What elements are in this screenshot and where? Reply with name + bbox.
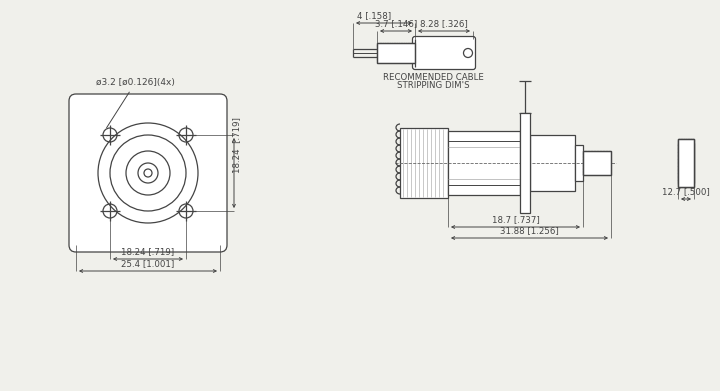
Bar [678, 143, 694, 183]
Text: 8.28 [.326]: 8.28 [.326] [420, 20, 468, 29]
Text: 18.7 [.737]: 18.7 [.737] [492, 215, 539, 224]
Text: 12.7 [.500]: 12.7 [.500] [662, 188, 710, 197]
FancyBboxPatch shape [69, 94, 227, 252]
Bar [400, 128, 448, 198]
Text: RECOMMENDED CABLE: RECOMMENDED CABLE [382, 73, 483, 82]
Bar [530, 135, 575, 191]
Circle shape [144, 169, 152, 177]
Bar [520, 113, 530, 213]
Bar [583, 151, 611, 175]
Text: 4 [.158]: 4 [.158] [357, 11, 391, 20]
Text: STRIPPING DIM'S: STRIPPING DIM'S [397, 81, 469, 90]
Bar [575, 145, 583, 181]
Text: 25.4 [1.001]: 25.4 [1.001] [122, 260, 175, 269]
Bar [377, 43, 415, 63]
Bar [448, 131, 520, 195]
Bar [583, 151, 611, 175]
Text: 31.88 [1.256]: 31.88 [1.256] [500, 226, 559, 235]
Text: 18.24  [.719]: 18.24 [.719] [233, 117, 241, 173]
Text: ø3.2 [ø0.126](4x): ø3.2 [ø0.126](4x) [96, 78, 175, 128]
Bar [678, 139, 694, 187]
Text: 18.24 [.719]: 18.24 [.719] [122, 248, 174, 256]
FancyBboxPatch shape [413, 36, 475, 70]
Bar [678, 139, 694, 187]
Text: 3.7 [.146]: 3.7 [.146] [375, 20, 417, 29]
Bar [377, 43, 415, 63]
Bar [678, 139, 694, 187]
